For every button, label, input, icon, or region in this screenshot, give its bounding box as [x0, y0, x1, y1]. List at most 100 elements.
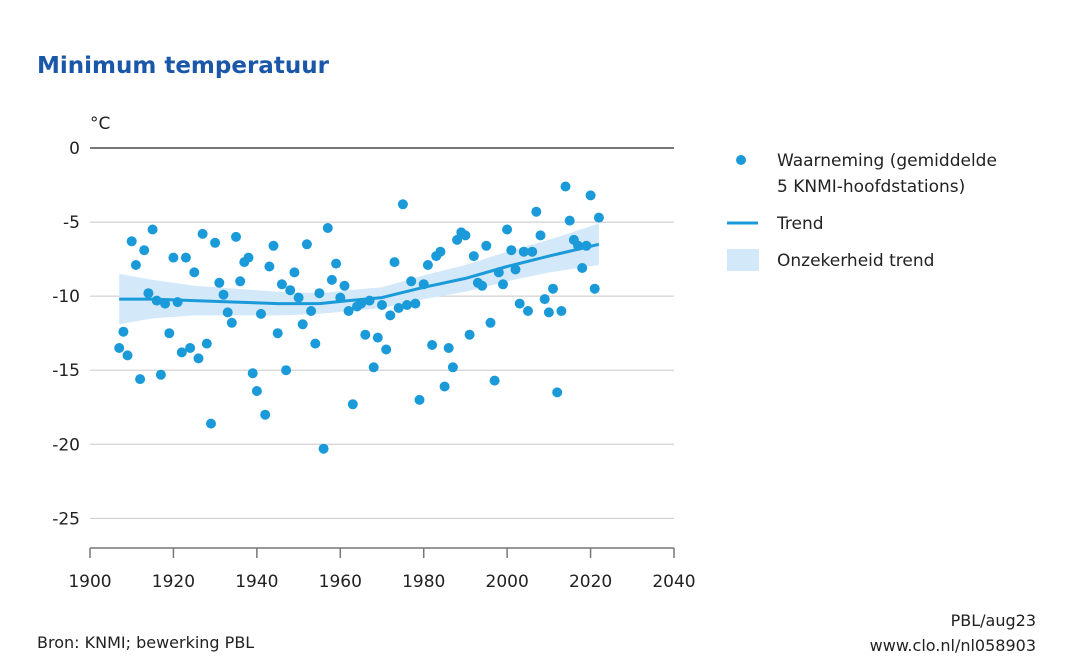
data-point — [381, 344, 392, 355]
data-point — [218, 289, 229, 300]
data-point — [389, 257, 400, 268]
data-point — [414, 394, 425, 405]
data-point — [498, 279, 508, 290]
data-point — [180, 252, 191, 263]
data-point — [356, 298, 367, 309]
data-point — [226, 317, 237, 328]
data-point — [364, 295, 375, 306]
data-point — [339, 280, 350, 291]
data-point — [335, 292, 346, 303]
data-point — [564, 215, 575, 226]
data-point — [360, 329, 371, 340]
x-tick-label: 2020 — [569, 572, 612, 592]
data-point — [548, 283, 558, 294]
data-point — [531, 206, 542, 217]
data-point — [122, 350, 133, 361]
data-point — [385, 310, 396, 321]
trend-line — [119, 242, 600, 306]
data-point — [126, 236, 137, 247]
x-tick-label: 1920 — [152, 572, 195, 592]
data-point — [214, 277, 225, 288]
data-point — [293, 292, 304, 303]
y-tick-label: ‑5 — [63, 213, 80, 233]
data-point — [201, 338, 212, 349]
gridlines — [90, 147, 674, 519]
uncertainty-band-layer — [119, 223, 599, 325]
data-point — [343, 306, 354, 316]
source-note: Bron: KNMI; bewerking PBL — [37, 633, 254, 652]
data-point — [593, 212, 604, 223]
data-point — [573, 240, 584, 251]
data-point — [493, 267, 504, 278]
x-tick-label: 1900 — [68, 572, 111, 592]
data-point — [243, 252, 254, 263]
source-url: www.clo.nl/nl058903 — [870, 636, 1036, 655]
data-point — [176, 347, 187, 358]
data-point — [331, 258, 342, 269]
data-point — [585, 190, 596, 201]
data-point — [506, 245, 517, 256]
data-point — [168, 252, 179, 263]
axes: 0 ‑5 ‑10 ‑15 ‑20 ‑25 1900 1920 1940 1960 1980 2000 2… — [52, 139, 695, 592]
uncertainty-band — [119, 223, 599, 325]
publication-code: PBL/aug23 — [951, 611, 1036, 630]
data-point — [502, 224, 513, 235]
data-point — [435, 246, 446, 257]
data-point — [464, 329, 475, 340]
data-point — [130, 260, 141, 270]
data-point — [347, 399, 358, 410]
legend: Waarneming (gemiddelde 5 KNMI-hoofdstati… — [727, 151, 997, 271]
data-point — [114, 343, 125, 353]
data-point — [397, 199, 408, 210]
data-point — [318, 443, 329, 454]
data-point — [410, 298, 421, 309]
data-point — [368, 362, 379, 373]
y-tick-label: ‑15 — [52, 361, 80, 381]
data-point — [276, 279, 287, 290]
data-point — [264, 261, 275, 272]
data-point — [514, 298, 525, 309]
data-point — [206, 418, 216, 429]
data-point — [589, 283, 600, 294]
data-point — [452, 234, 463, 245]
data-point — [314, 288, 325, 299]
legend-uncertainty-label: Onzekerheid trend — [777, 251, 934, 271]
data-point — [285, 285, 296, 296]
data-point — [427, 340, 438, 350]
data-point — [322, 223, 333, 233]
observation-points — [114, 181, 604, 454]
y-tick-label: ‑20 — [52, 435, 80, 455]
data-point — [301, 239, 312, 250]
x-tick-label: 1940 — [235, 572, 278, 592]
legend-uncertainty-marker — [727, 249, 759, 271]
data-point — [289, 267, 300, 278]
data-point — [147, 224, 158, 235]
data-point — [326, 274, 337, 285]
data-point — [577, 263, 588, 273]
x-tick-label: 2000 — [486, 572, 529, 592]
data-point — [560, 181, 571, 192]
chart-title: Minimum temperatuur — [37, 53, 330, 79]
data-point — [197, 228, 208, 239]
data-point — [535, 230, 546, 241]
y-tick-label: 0 — [69, 139, 80, 159]
legend-observation-label-line1: Waarneming (gemiddelde — [777, 151, 997, 171]
data-point — [477, 280, 488, 291]
data-point — [518, 246, 529, 257]
data-point — [256, 308, 266, 319]
data-point — [135, 374, 146, 385]
data-point — [306, 306, 317, 316]
data-point — [460, 230, 471, 241]
data-point — [281, 365, 292, 376]
data-point — [247, 368, 258, 379]
data-point — [402, 300, 412, 310]
data-point — [581, 240, 592, 251]
data-point — [552, 387, 563, 398]
data-point — [118, 326, 129, 337]
data-point — [489, 375, 500, 386]
data-point — [189, 267, 200, 278]
x-tick-label: 1960 — [319, 572, 362, 592]
data-point — [297, 319, 308, 330]
x-tick-label: 1980 — [402, 572, 445, 592]
